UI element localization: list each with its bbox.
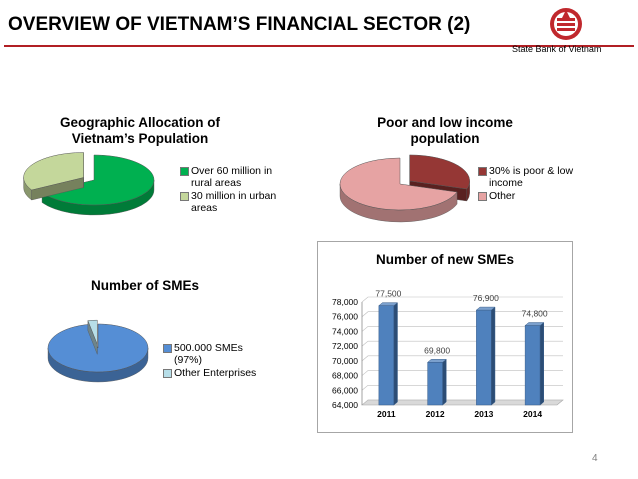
legend-item-other: Other [478, 190, 581, 202]
legend-label-urban: 30 million in urban areas [191, 190, 277, 214]
legend-swatch-rural [180, 167, 189, 176]
gridline [361, 340, 563, 347]
gridline [361, 296, 563, 303]
plot-area [362, 297, 563, 405]
legend-swatch-other [478, 192, 487, 201]
legend-label-other: Other [489, 190, 516, 202]
y-tick-label: 76,000 [332, 312, 358, 322]
y-tick-label: 66,000 [332, 385, 358, 395]
bar-data-label: 76,900 [473, 293, 499, 303]
pie-slice [41, 154, 155, 216]
legend-swatch-poor [478, 167, 487, 176]
legend-swatch-other-enterprises [163, 369, 172, 378]
legend-item-rural: Over 60 million in rural areas [180, 165, 283, 189]
x-tick-label: 2013 [474, 409, 493, 419]
poverty-chart-title: Poor and low income population [377, 115, 513, 146]
gridline [361, 384, 563, 391]
pie-slice [23, 152, 84, 201]
bar-data-label: 69,800 [424, 345, 450, 355]
legend-item-urban: 30 million in urban areas [180, 190, 283, 214]
bar [524, 322, 545, 406]
gridline [361, 370, 563, 376]
legend-label-smes: 500.000 SMEs (97%) [174, 342, 243, 366]
bank-name: State Bank of Vietnam [512, 44, 602, 54]
legend-label-other-enterprises: Other Enterprises [174, 367, 257, 379]
state-bank-logo [550, 8, 582, 40]
y-tick-label: 74,000 [332, 326, 358, 336]
gridline [361, 326, 563, 332]
smes-legend: 500.000 SMEs (97%) Other Enterprises [163, 342, 284, 380]
bar [426, 358, 447, 406]
legend-item-other-enterprises: Other Enterprises [163, 367, 284, 379]
y-tick-label: 72,000 [332, 341, 358, 351]
pie-slice [339, 157, 458, 223]
poverty-pie-chart [339, 154, 470, 223]
legend-item-smes: 500.000 SMEs (97%) [163, 342, 284, 366]
legend-swatch-smes [163, 344, 172, 353]
pie-slice [47, 323, 149, 383]
legend-swatch-urban [180, 192, 189, 201]
legend-label-rural: Over 60 million in rural areas [191, 165, 273, 189]
slide-title: OVERVIEW OF VIETNAM’S FINANCIAL SECTOR (… [8, 14, 471, 35]
bar [475, 306, 496, 406]
pie-slice [87, 319, 98, 355]
legend-label-poor: 30% is poor & low income [489, 165, 574, 189]
x-tick-label: 2014 [523, 409, 542, 419]
population-chart-title: Geographic Allocation of Vietnam’s Popul… [59, 115, 220, 146]
y-tick-label: 68,000 [332, 371, 358, 381]
bar-data-label: 74,800 [522, 309, 548, 319]
gridline [361, 311, 563, 317]
x-tick-label: 2012 [426, 409, 445, 419]
poverty-legend: 30% is poor & low income Other [478, 165, 581, 203]
bar [378, 302, 399, 406]
legend-item-poor: 30% is poor & low income [478, 165, 581, 189]
x-tick-label: 2011 [377, 409, 396, 419]
bar-data-label: 77,500 [375, 289, 401, 299]
page-number: 4 [592, 453, 598, 464]
new-smes-chart-title: Number of new SMEs [375, 252, 515, 267]
y-tick-label: 70,000 [332, 356, 358, 366]
gridline [361, 399, 563, 406]
population-legend: Over 60 million in rural areas 30 millio… [180, 165, 283, 215]
smes-pie-chart [47, 319, 149, 383]
y-tick-label: 78,000 [332, 297, 358, 307]
new-smes-bar-chart: 64,000 66,000 68,000 70,000 72,000 74,000 76,0… [332, 289, 564, 419]
title-divider [4, 45, 634, 47]
smes-chart-title: Number of SMEs [90, 278, 199, 293]
y-tick-label: 64,000 [332, 400, 358, 410]
gridline [361, 355, 563, 362]
population-pie-chart [23, 152, 155, 216]
